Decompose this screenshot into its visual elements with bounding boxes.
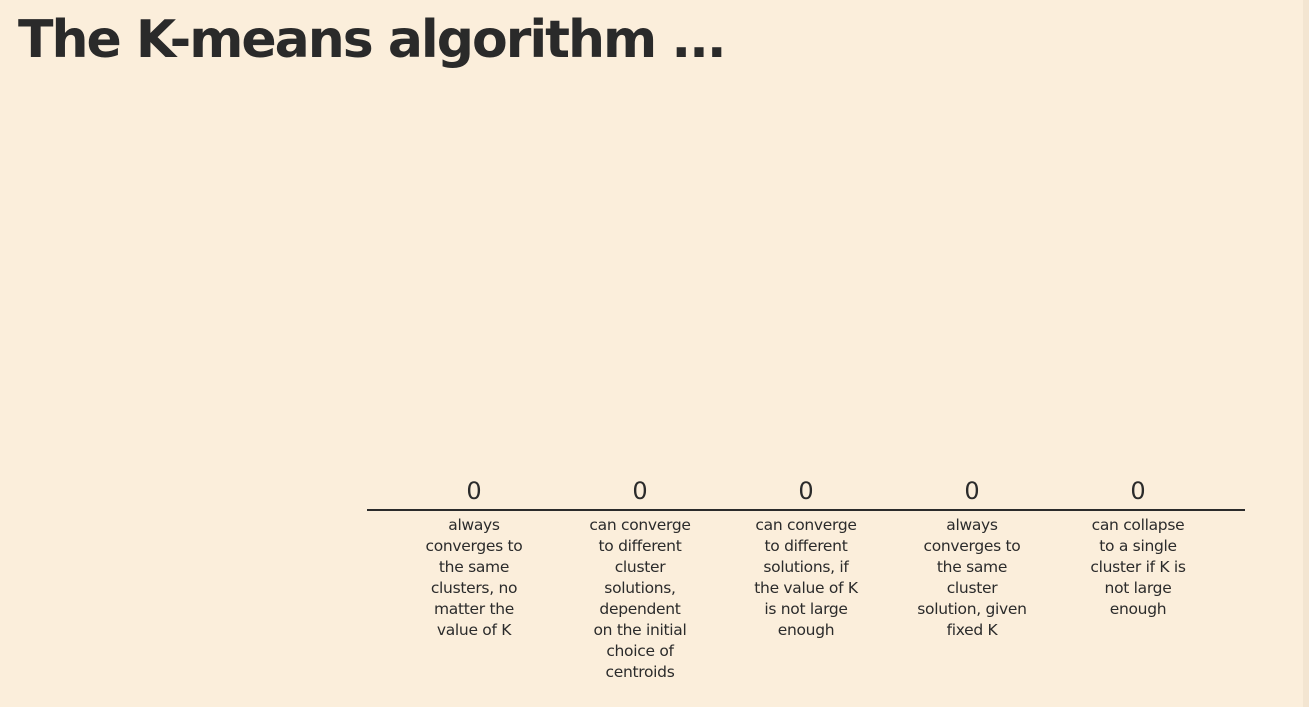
- category-label-line: cluster if K is: [1090, 558, 1186, 576]
- category-label-line: converges to: [426, 537, 523, 555]
- category-label-line: solutions, if: [763, 558, 849, 576]
- category-label-option-3: can converge to different solutions, if the…: [754, 516, 859, 639]
- value-labels-layer: 0 0 0 0 0: [466, 477, 1145, 505]
- value-label-option-4: 0: [964, 477, 979, 505]
- category-label-line: can converge: [589, 516, 690, 534]
- category-label-line: fixed K: [947, 621, 999, 639]
- category-label-line: enough: [1110, 600, 1167, 618]
- category-label-line: cluster: [947, 579, 999, 597]
- category-label-option-2: can converge to different cluster solutions…: [589, 516, 690, 681]
- category-label-line: not large: [1105, 579, 1172, 597]
- category-label-line: dependent: [599, 600, 680, 618]
- category-label-line: is not large: [764, 600, 847, 618]
- category-label-line: the value of K: [754, 579, 859, 597]
- value-label-option-1: 0: [466, 477, 481, 505]
- category-label-line: solutions,: [604, 579, 675, 597]
- category-label-line: can converge: [755, 516, 856, 534]
- category-label-line: always: [448, 516, 500, 534]
- category-label-line: to different: [765, 537, 848, 555]
- category-label-line: the same: [937, 558, 1007, 576]
- category-label-line: matter the: [434, 600, 514, 618]
- category-label-line: the same: [439, 558, 509, 576]
- category-label-option-1: always converges to the same clusters, no ma…: [426, 516, 523, 639]
- category-label-line: on the initial: [593, 621, 686, 639]
- category-label-line: choice of: [606, 642, 674, 660]
- slide-edge: [1303, 0, 1309, 707]
- category-labels-layer: always converges to the same clusters, no ma…: [426, 516, 1187, 681]
- category-label-line: clusters, no: [431, 579, 517, 597]
- category-label-line: value of K: [437, 621, 512, 639]
- value-label-option-3: 0: [798, 477, 813, 505]
- category-label-line: always: [946, 516, 998, 534]
- value-label-option-2: 0: [632, 477, 647, 505]
- category-label-line: cluster: [615, 558, 667, 576]
- value-label-option-5: 0: [1130, 477, 1145, 505]
- slide-title: The K-means algorithm ...: [18, 10, 727, 70]
- category-label-line: solution, given: [917, 600, 1026, 618]
- category-label-option-5: can collapse to a single cluster if K is no…: [1090, 516, 1186, 618]
- category-label-line: to a single: [1099, 537, 1177, 555]
- category-label-line: centroids: [606, 663, 675, 681]
- category-label-line: enough: [778, 621, 835, 639]
- category-label-line: converges to: [924, 537, 1021, 555]
- category-label-line: to different: [599, 537, 682, 555]
- category-label-line: can collapse: [1092, 516, 1185, 534]
- category-label-option-4: always converges to the same cluster solutio…: [917, 516, 1026, 639]
